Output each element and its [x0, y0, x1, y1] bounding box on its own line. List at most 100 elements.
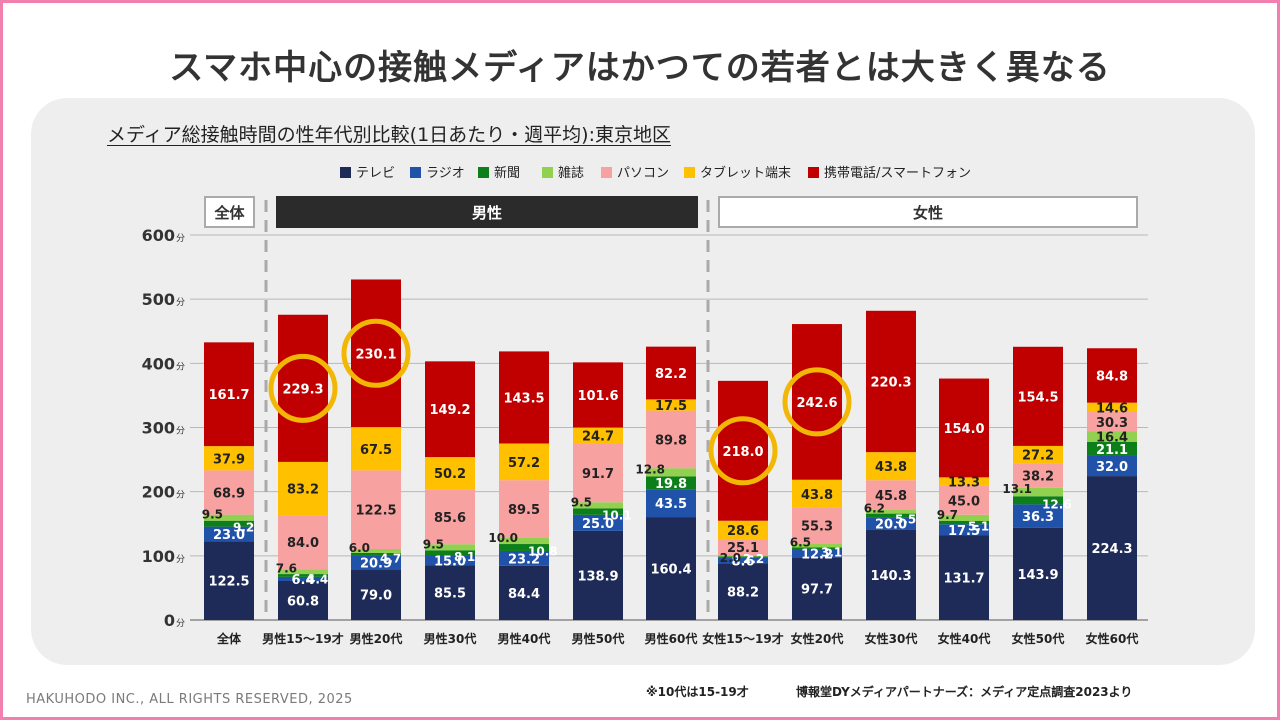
data-label: 14.6 [1096, 401, 1128, 416]
x-tick-label: 男性40代 [498, 631, 551, 646]
legend-label: テレビ [356, 166, 395, 181]
bar-segment [718, 380, 768, 521]
data-label: 224.3 [1091, 542, 1132, 557]
data-label: 84.0 [287, 536, 319, 551]
data-label: 12.2 [801, 547, 833, 562]
data-label: 143.5 [503, 391, 544, 406]
bar-segment [573, 502, 623, 509]
bar-segment [646, 346, 696, 400]
bar-segment [1013, 463, 1063, 488]
bar-segment [866, 529, 916, 620]
data-label: 5.1 [968, 520, 989, 534]
group-header-label: 男性 [472, 204, 502, 222]
legend-label: タブレット端末 [700, 165, 791, 181]
data-label: 2.2 [743, 552, 764, 566]
data-label: 140.3 [870, 569, 911, 584]
data-label: 20.0 [875, 518, 907, 533]
bar-segment [425, 361, 475, 458]
data-label: 143.9 [1017, 568, 1058, 583]
bar-segment [351, 427, 401, 471]
x-tick-label: 女性20代 [791, 631, 844, 646]
data-label: 68.9 [213, 487, 245, 502]
bar-segment [792, 543, 842, 548]
bar-segment [204, 541, 254, 620]
data-label: 85.5 [434, 587, 466, 602]
bar-segment [425, 565, 475, 620]
data-label: 2.0 [720, 551, 741, 565]
data-label: 79.0 [360, 589, 392, 604]
x-tick-label: 男性50代 [572, 631, 625, 646]
bar-segment [718, 539, 768, 556]
copyright-text: HAKUHODO INC., ALL RIGHTS RESERVED, 2025 [26, 692, 353, 707]
data-label: 57.2 [508, 456, 540, 471]
data-label: 45.0 [948, 494, 980, 509]
chart-title: メディア総接触時間の性年代別比較(1日あたり・週平均):東京地区 [107, 124, 671, 146]
bar-segment [351, 549, 401, 553]
bar-segment [499, 537, 549, 545]
bar-segment [278, 569, 328, 575]
data-label: 88.2 [727, 586, 759, 601]
bar-segment [718, 556, 768, 558]
data-label: 16.4 [1096, 431, 1128, 446]
legend-label: パソコン [617, 166, 669, 181]
bar-segment [646, 468, 696, 477]
data-label: 24.7 [582, 429, 614, 444]
data-label: 43.8 [875, 460, 907, 475]
y-tick-unit: 分 [176, 361, 185, 372]
bar-segment [939, 520, 989, 525]
data-label: 37.9 [213, 452, 245, 467]
bar-segment [646, 410, 696, 469]
bar-segment [204, 446, 254, 471]
bar-segment [351, 555, 401, 570]
data-label: 15.0 [434, 554, 466, 569]
bar-segment [425, 550, 475, 556]
bar-segment [866, 480, 916, 510]
x-tick-label: 男性15～19才 [262, 631, 343, 646]
bar-segment [278, 515, 328, 570]
page-title: スマホ中心の接触メディアはかつての若者とは大きく異なる [169, 48, 1111, 88]
data-label: 5.5 [895, 512, 916, 526]
bar-segment [646, 517, 696, 620]
data-label: 7.6 [276, 562, 297, 576]
y-tick-label: 200 [142, 483, 175, 502]
data-label: 43.8 [801, 488, 833, 503]
y-tick-unit: 分 [176, 233, 185, 244]
data-label: 9.5 [423, 537, 444, 551]
data-label: 20.9 [360, 557, 392, 572]
data-label: 43.5 [655, 497, 687, 512]
y-tick-unit: 分 [176, 618, 185, 629]
bar-segment [718, 555, 768, 557]
bar-segment [939, 378, 989, 478]
bar-segment [204, 520, 254, 527]
x-tick-label: 女性50代 [1012, 631, 1065, 646]
data-label: 122.5 [355, 504, 396, 519]
bar-segment [499, 351, 549, 444]
data-label: 6.5 [790, 535, 811, 549]
data-label: 27.2 [1022, 449, 1054, 464]
bar-segment [1087, 476, 1137, 620]
bar-segment [939, 524, 989, 536]
bar-segment [1087, 442, 1137, 456]
data-label: 10.0 [488, 531, 518, 545]
bar-segment [1013, 445, 1063, 464]
group-header [204, 196, 255, 228]
data-label: 6.2 [864, 502, 885, 516]
data-label: 45.8 [875, 489, 907, 504]
bar-segment [939, 514, 989, 521]
bar-segment [351, 279, 401, 428]
data-label: 21.1 [1096, 443, 1128, 458]
bar-segment [646, 476, 696, 490]
data-label: 242.6 [796, 396, 837, 411]
bar-segment [939, 535, 989, 620]
bar-segment [278, 461, 328, 516]
bar-segment [351, 552, 401, 556]
y-tick-label: 300 [142, 419, 175, 438]
bar-segment [1087, 455, 1137, 477]
data-label: 6.4 [291, 573, 314, 588]
highlight-circle [782, 367, 852, 437]
legend-swatch [478, 167, 489, 178]
bar-segment [646, 399, 696, 411]
x-tick-label: 女性40代 [938, 631, 991, 646]
legend-label: 雑誌 [558, 165, 584, 181]
